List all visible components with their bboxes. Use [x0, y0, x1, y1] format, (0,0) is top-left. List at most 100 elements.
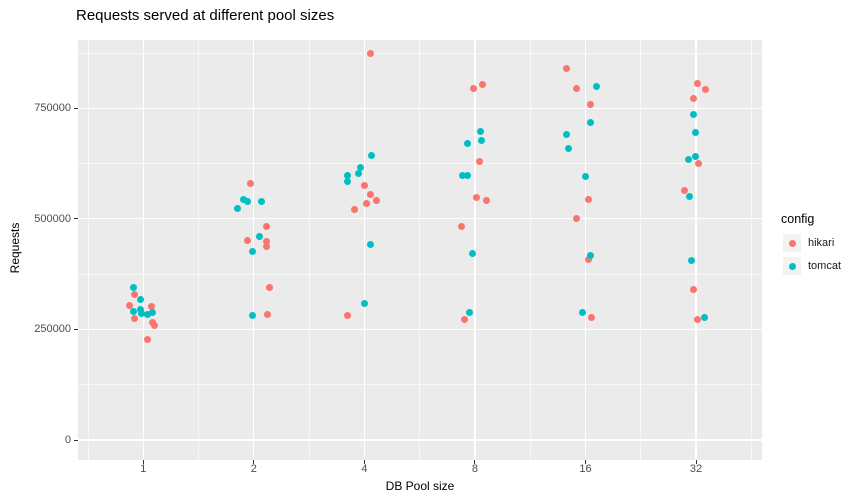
data-point-tomcat: [582, 173, 589, 181]
legend-item-hikari: hikari: [779, 234, 841, 252]
data-point-tomcat: [343, 178, 351, 186]
y-tick-label: 250000: [34, 323, 71, 336]
data-point-tomcat: [466, 308, 474, 316]
data-point-tomcat: [459, 172, 467, 180]
data-point-tomcat: [129, 283, 137, 291]
y-tick-mark: [74, 328, 78, 330]
gridline-minor-y: [78, 163, 762, 164]
data-point-tomcat: [565, 144, 572, 152]
data-point-hikari: [263, 223, 271, 231]
gridline-major-y: [78, 328, 762, 331]
data-point-hikari: [147, 302, 155, 310]
gridline-minor-x: [640, 40, 642, 460]
legend-dot-tomcat: [788, 262, 796, 270]
data-point-tomcat: [148, 308, 156, 316]
y-axis-title: Requests: [8, 222, 22, 274]
y-tick-label: 0: [64, 434, 71, 446]
data-point-tomcat: [240, 195, 248, 203]
data-point-hikari: [263, 238, 271, 246]
data-point-hikari: [701, 85, 709, 93]
data-point-hikari: [360, 181, 368, 189]
data-point-hikari: [125, 302, 133, 309]
data-point-tomcat: [360, 299, 368, 307]
data-point-tomcat: [136, 296, 144, 304]
legend-label-hikari: hikari: [808, 237, 835, 249]
plot-panel: [78, 40, 762, 460]
data-point-hikari: [573, 84, 580, 92]
data-point-tomcat: [478, 137, 486, 145]
y-tick-label: 500000: [34, 212, 71, 225]
gridline-minor-y: [78, 384, 762, 386]
x-tick-mark: [363, 460, 365, 464]
gridline-minor-y: [78, 273, 762, 275]
legend-key-tomcat: [783, 257, 801, 275]
data-point-hikari: [366, 49, 374, 57]
data-point-hikari: [483, 196, 491, 204]
data-point-hikari: [143, 336, 151, 344]
data-point-hikari: [461, 315, 469, 323]
data-point-hikari: [362, 199, 370, 207]
data-point-tomcat: [256, 232, 264, 240]
data-point-tomcat: [587, 252, 594, 260]
data-point-tomcat: [684, 156, 692, 164]
data-point-hikari: [470, 84, 478, 92]
data-point-hikari: [680, 186, 688, 194]
data-point-hikari: [150, 321, 158, 329]
data-point-hikari: [585, 196, 592, 204]
data-point-hikari: [476, 158, 484, 166]
data-point-hikari: [588, 314, 595, 322]
gridline-minor-x: [419, 40, 420, 460]
data-point-hikari: [689, 95, 697, 103]
x-tick-mark: [474, 460, 476, 464]
data-point-tomcat: [587, 118, 594, 126]
data-point-tomcat: [366, 240, 374, 248]
data-point-tomcat: [687, 257, 695, 265]
x-tick-mark: [253, 460, 255, 464]
x-tick-label: 1: [140, 463, 147, 475]
legend-item-tomcat: tomcat: [779, 257, 841, 275]
data-point-tomcat: [343, 171, 351, 179]
data-point-hikari: [473, 193, 481, 201]
data-point-hikari: [266, 283, 274, 291]
data-point-tomcat: [136, 305, 144, 313]
data-point-tomcat: [354, 169, 362, 177]
data-point-hikari: [689, 285, 697, 293]
data-point-hikari: [130, 290, 138, 298]
legend-key-hikari: [783, 234, 801, 252]
data-point-hikari: [247, 180, 255, 188]
x-tick-label: 32: [689, 463, 703, 475]
y-tick-mark: [74, 107, 78, 109]
data-point-hikari: [263, 242, 271, 250]
x-tick-label: 8: [471, 463, 478, 475]
data-point-tomcat: [367, 151, 375, 159]
data-point-tomcat: [356, 163, 364, 171]
data-point-tomcat: [700, 313, 708, 321]
data-point-tomcat: [258, 198, 266, 206]
gridline-minor-x: [198, 40, 199, 460]
gridline-major-y: [78, 107, 762, 109]
x-tick-mark: [585, 460, 586, 464]
data-point-tomcat: [249, 248, 257, 256]
data-point-hikari: [458, 223, 466, 231]
data-point-tomcat: [477, 128, 485, 136]
gridline-major-x: [695, 40, 697, 460]
data-point-tomcat: [685, 193, 693, 201]
data-point-hikari: [694, 160, 702, 167]
data-point-hikari: [693, 79, 701, 87]
data-point-tomcat: [129, 307, 137, 315]
data-point-tomcat: [464, 172, 472, 180]
x-tick-label: 16: [579, 463, 592, 475]
data-point-tomcat: [234, 204, 242, 212]
gridline-major-x: [584, 40, 587, 460]
y-tick-mark: [74, 439, 78, 441]
gridline-minor-x: [87, 40, 89, 460]
data-point-hikari: [350, 206, 358, 214]
legend-title: config: [781, 212, 815, 226]
data-point-hikari: [372, 197, 380, 205]
gridline-major-y: [78, 218, 762, 220]
data-point-tomcat: [593, 83, 600, 91]
data-point-tomcat: [563, 130, 570, 138]
data-point-hikari: [573, 215, 580, 223]
data-point-tomcat: [689, 110, 697, 118]
